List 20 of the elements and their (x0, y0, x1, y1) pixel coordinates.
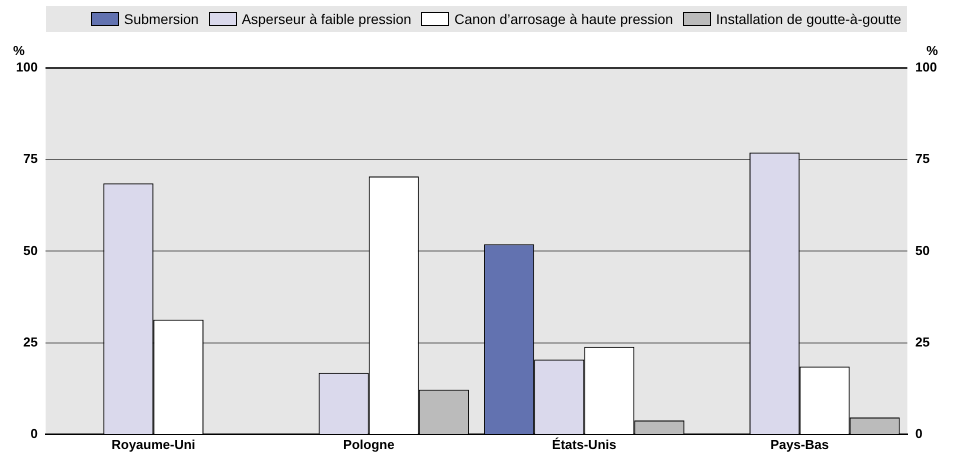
y-tick-label: 0 (30, 426, 38, 441)
text: Asperseur à faible pression (242, 11, 412, 27)
legend-label: Submersion (124, 11, 199, 27)
y2-tick-label: 100 (915, 60, 938, 75)
x-tick-label: Royaume-Uni (111, 436, 196, 452)
y2-tick-label: 75 (915, 151, 930, 166)
y-tick-label: 100 (16, 60, 38, 75)
y-tick-label: 25 (23, 334, 38, 350)
y2-tick-label: 25 (915, 334, 930, 350)
y-tick-label: 75 (23, 151, 38, 166)
x-tick-label: États-Unis (552, 436, 616, 452)
x-tick-label: Pologne (343, 436, 394, 452)
y2-tick-label: 0 (915, 426, 923, 441)
y2-tick-label: 50 (915, 242, 930, 258)
y-axis-title: % (13, 43, 26, 58)
legend-label: Installation de goutte-à-goutte (716, 11, 902, 27)
y2-axis-title: % (926, 43, 938, 58)
x-tick-label: Pays-Bas (770, 436, 829, 452)
y-tick-label: 50 (23, 242, 38, 258)
legend-label: Canon d’arrosage à haute pression (454, 11, 674, 27)
